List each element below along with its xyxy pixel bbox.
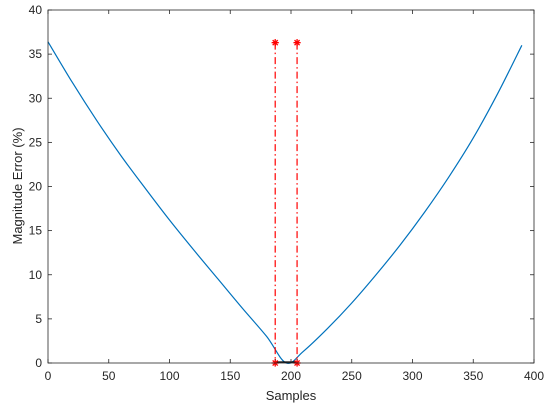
- x-tick-label: 350: [463, 369, 483, 383]
- y-tick-label: 15: [29, 224, 43, 238]
- plot-area: [48, 10, 534, 363]
- y-tick-label: 10: [29, 268, 43, 282]
- y-tick-label: 5: [35, 312, 42, 326]
- x-tick-label: 150: [220, 369, 240, 383]
- y-tick-label: 35: [29, 47, 43, 61]
- x-tick-label: 300: [402, 369, 422, 383]
- y-tick-label: 20: [29, 180, 43, 194]
- y-axis-label: Magnitude Error (%): [10, 127, 25, 244]
- marker-asterisk-top: [271, 39, 279, 47]
- y-tick-label: 30: [29, 91, 43, 105]
- marker-asterisk-top: [293, 39, 301, 47]
- x-axis-label: Samples: [266, 388, 317, 403]
- x-tick-label: 200: [281, 369, 301, 383]
- x-tick-label: 0: [45, 369, 52, 383]
- x-tick-label: 100: [159, 369, 179, 383]
- y-tick-label: 0: [35, 356, 42, 370]
- x-tick-label: 400: [524, 369, 544, 383]
- x-tick-label: 250: [342, 369, 362, 383]
- y-tick-label: 25: [29, 135, 43, 149]
- x-tick-label: 50: [102, 369, 116, 383]
- y-tick-label: 40: [29, 3, 43, 17]
